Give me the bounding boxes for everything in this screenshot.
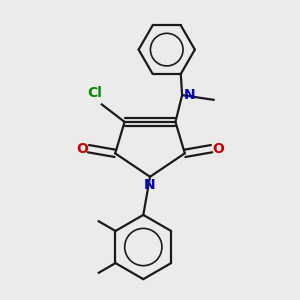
Text: N: N	[184, 88, 196, 102]
Text: N: N	[144, 178, 156, 192]
Text: O: O	[76, 142, 88, 156]
Text: Cl: Cl	[88, 86, 103, 100]
Text: O: O	[212, 142, 224, 156]
